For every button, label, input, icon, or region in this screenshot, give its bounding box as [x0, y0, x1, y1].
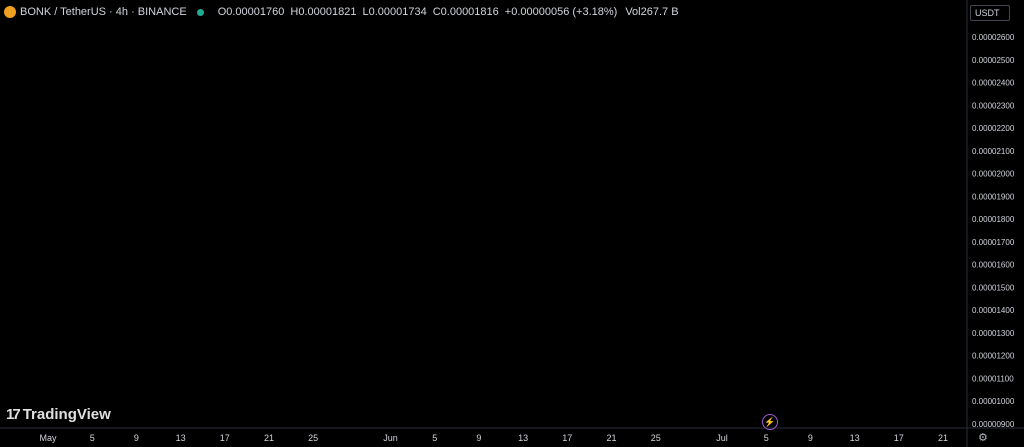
low-label: L — [362, 6, 369, 18]
x-tick-label: 13 — [176, 433, 186, 443]
x-tick-label: 25 — [308, 433, 318, 443]
x-tick-label: 25 — [651, 433, 661, 443]
symbol-title[interactable]: BONK / TetherUS · 4h · BINANCE — [20, 6, 187, 18]
y-tick-label: 0.00002100 — [972, 147, 1015, 156]
x-tick-label: 17 — [562, 433, 572, 443]
x-tick-label: Jul — [716, 433, 728, 443]
x-tick-label: 5 — [764, 433, 769, 443]
x-tick-label: 9 — [808, 433, 813, 443]
volume-label: Vol — [625, 6, 641, 18]
x-tick-label: 17 — [220, 433, 230, 443]
y-tick-label: 0.00002600 — [972, 33, 1015, 42]
x-tick-label: May — [39, 433, 57, 443]
x-tick-label: 21 — [607, 433, 617, 443]
currency-button[interactable]: USDT — [970, 5, 1010, 21]
high-label: H — [290, 6, 299, 18]
y-tick-label: 0.00002500 — [972, 56, 1015, 65]
low-value: 0.00001734 — [368, 6, 427, 18]
open-label: O — [217, 6, 227, 18]
y-tick-label: 0.00001200 — [972, 352, 1015, 361]
y-tick-label: 0.00002200 — [972, 124, 1015, 133]
y-tick-label: 0.00002400 — [972, 79, 1015, 88]
change-value: +0.00000056 (+3.18%) — [504, 6, 618, 18]
y-tick-label: 0.00002000 — [972, 170, 1015, 179]
y-tick-label: 0.00001500 — [972, 283, 1015, 292]
live-dot-icon — [196, 8, 204, 16]
y-tick-label: 0.00001100 — [972, 374, 1014, 383]
x-tick-label: 13 — [850, 433, 860, 443]
x-tick-label: 9 — [134, 433, 139, 443]
x-tick-label: 5 — [432, 433, 437, 443]
high-value: 0.00001821 — [298, 6, 357, 18]
y-tick-label: 0.00001900 — [972, 192, 1015, 201]
x-tick-label: Jun — [383, 433, 398, 443]
y-tick-label: 0.00002300 — [972, 101, 1015, 110]
y-tick-label: 0.00001400 — [972, 306, 1015, 315]
lightning-icon[interactable]: ⚡ — [762, 414, 778, 430]
x-tick-label: 21 — [264, 433, 274, 443]
y-tick-label: 0.00001000 — [972, 397, 1015, 406]
x-tick-label: 17 — [894, 433, 904, 443]
x-tick-label: 9 — [476, 433, 481, 443]
y-tick-label: 0.00001800 — [972, 215, 1015, 224]
close-label: C — [432, 6, 441, 18]
tradingview-logo-icon: 17 — [6, 406, 21, 423]
y-tick-label: 0.00001700 — [972, 238, 1015, 247]
x-tick-label: 5 — [90, 433, 95, 443]
symbol-header: BONK / TetherUS · 4h · BINANCE O 0.00001… — [0, 0, 960, 24]
bonk-coin-icon — [4, 6, 16, 18]
open-value: 0.00001760 — [226, 6, 285, 18]
logo-text: TradingView — [22, 406, 111, 423]
y-tick-label: 0.00001300 — [972, 329, 1015, 338]
volume-value: 267.7 B — [640, 6, 679, 18]
tradingview-logo[interactable]: 17 TradingView — [6, 406, 111, 423]
x-tick-label: 21 — [938, 433, 948, 443]
close-value: 0.00001816 — [440, 6, 499, 18]
x-tick-label: 13 — [518, 433, 528, 443]
y-tick-label: 0.00000900 — [972, 420, 1015, 429]
gear-icon[interactable]: ⚙ — [978, 432, 988, 444]
y-tick-label: 0.00001600 — [972, 261, 1015, 270]
